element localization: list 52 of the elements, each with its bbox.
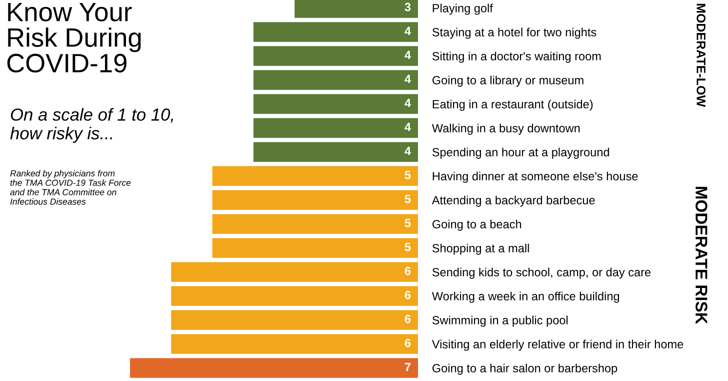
y-tick-label: Going to a library or museum bbox=[432, 76, 584, 87]
y-tick-label: Having dinner at someone else's house bbox=[432, 172, 638, 183]
y-tick-label: Playing golf bbox=[432, 4, 493, 15]
y-tick-label: Attending a backyard barbecue bbox=[432, 196, 595, 207]
data-label: 6 bbox=[404, 266, 411, 276]
bar bbox=[212, 166, 418, 186]
bar bbox=[130, 358, 418, 378]
bar bbox=[253, 70, 418, 90]
data-label: 3 bbox=[404, 2, 411, 12]
data-label: 4 bbox=[404, 50, 411, 60]
annotation: Ranked by physicians from the TMA COVID-19 Task Force and the TMA Committee on Infectious Diseases bbox=[10, 170, 131, 205]
y-tick-label: Staying at a hotel for two nights bbox=[432, 28, 596, 39]
y-tick-label: Walking in a busy downtown bbox=[432, 124, 580, 135]
y-tick-label: Working a week in an office building bbox=[432, 292, 620, 303]
bar bbox=[212, 214, 418, 234]
bar bbox=[171, 334, 418, 354]
text: Know Your Risk During COVID-19 bbox=[7, 2, 141, 72]
bar bbox=[212, 190, 418, 210]
y-tick-label: Visiting an elderly relative or friend in their home bbox=[432, 340, 684, 351]
data-label: 4 bbox=[404, 26, 411, 36]
bar bbox=[212, 238, 418, 258]
text: On a scale of 1 to 10, how risky is... bbox=[10, 108, 174, 143]
bar bbox=[171, 286, 418, 306]
bar bbox=[171, 262, 418, 282]
data-label: 4 bbox=[404, 146, 411, 156]
bar bbox=[253, 142, 418, 162]
data-label: 5 bbox=[404, 218, 411, 228]
y-tick-label: Shopping at a mall bbox=[432, 244, 529, 255]
bar bbox=[253, 118, 418, 138]
data-label: 4 bbox=[404, 98, 411, 108]
data-label: 4 bbox=[404, 74, 411, 84]
y-tick-label: Sending kids to school, camp, or day care bbox=[432, 268, 651, 279]
bar bbox=[171, 310, 418, 330]
data-label: 6 bbox=[404, 290, 411, 300]
data-label: 5 bbox=[404, 242, 411, 252]
y-tick-label: Going to a beach bbox=[432, 220, 522, 231]
text: MODERATE-LOW bbox=[696, 4, 706, 107]
bar bbox=[253, 94, 418, 114]
y-tick-label: Spending an hour at a playground bbox=[432, 148, 610, 159]
data-label: 5 bbox=[404, 170, 411, 180]
data-label: 6 bbox=[404, 314, 411, 324]
y-tick-label: Eating in a restaurant (outside) bbox=[432, 100, 593, 111]
bar bbox=[253, 22, 418, 42]
data-label: 4 bbox=[404, 122, 411, 132]
y-tick-label: Swimming in a public pool bbox=[432, 316, 568, 327]
y-tick-label: Going to a hair salon or barbershop bbox=[432, 364, 618, 375]
text: MODERATE RISK bbox=[696, 186, 708, 324]
bar bbox=[253, 46, 418, 66]
y-tick-label: Sitting in a doctor's waiting room bbox=[432, 52, 601, 63]
data-label: 5 bbox=[404, 194, 411, 204]
data-label: 7 bbox=[404, 362, 410, 372]
data-label: 6 bbox=[404, 338, 411, 348]
